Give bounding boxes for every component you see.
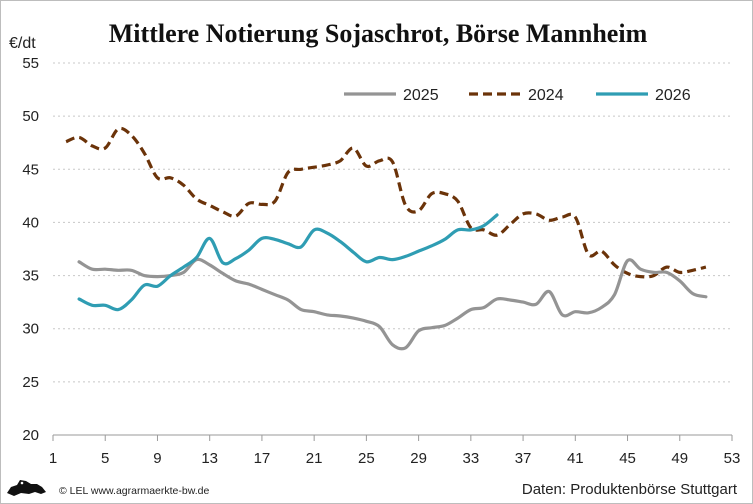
series-lines bbox=[65, 126, 708, 351]
x-tick-label: 1 bbox=[49, 450, 57, 467]
legend-item-2026: 2026 bbox=[596, 87, 691, 104]
x-tick-label: 17 bbox=[254, 450, 271, 467]
legend-label-2024: 2024 bbox=[528, 87, 564, 104]
y-tick-label: 20 bbox=[22, 427, 39, 444]
x-tick-label: 13 bbox=[201, 450, 218, 467]
y-tick-label: 55 bbox=[22, 55, 39, 72]
x-tick-label: 45 bbox=[619, 450, 636, 467]
series-line-2026 bbox=[77, 213, 499, 312]
x-tick-label: 49 bbox=[671, 450, 688, 467]
y-tick-label: 25 bbox=[22, 374, 39, 391]
lion-logo-icon bbox=[7, 480, 46, 496]
x-tick-label: 41 bbox=[567, 450, 584, 467]
y-tick-label: 45 bbox=[22, 161, 39, 178]
y-tick-labels: 20 25 30 35 40 45 50 55 bbox=[22, 55, 39, 444]
legend-item-2024: 2024 bbox=[469, 87, 564, 104]
footer-credit: © LEL www.agrarmaerkte-bw.de bbox=[59, 485, 209, 497]
x-tick-label: 37 bbox=[515, 450, 532, 467]
x-tick-label: 5 bbox=[101, 450, 109, 467]
x-tick-labels: 1 5 9 13 17 21 25 29 33 37 41 45 49 53 bbox=[49, 450, 741, 467]
legend-label-2025: 2025 bbox=[403, 87, 439, 104]
legend-item-2025: 2025 bbox=[344, 87, 439, 104]
lion-eye-icon bbox=[20, 481, 24, 485]
x-tick-label: 33 bbox=[463, 450, 480, 467]
series-line-2024 bbox=[65, 126, 707, 279]
gridlines bbox=[53, 62, 732, 383]
footer-source: Daten: Produktenbörse Stuttgart bbox=[522, 481, 738, 498]
y-axis-label: €/dt bbox=[9, 35, 36, 52]
series-line-2025 bbox=[77, 257, 708, 351]
y-tick-label: 30 bbox=[22, 321, 39, 338]
y-tick-label: 35 bbox=[22, 268, 39, 285]
legend-label-2026: 2026 bbox=[655, 87, 691, 104]
y-tick-label: 50 bbox=[22, 108, 39, 125]
x-tick-label: 9 bbox=[153, 450, 161, 467]
legend: 2025 2024 2026 bbox=[344, 87, 691, 104]
x-tick-label: 53 bbox=[724, 450, 741, 467]
axes bbox=[52, 434, 733, 441]
chart-title: Mittlere Notierung Sojaschrot, Börse Man… bbox=[109, 19, 648, 48]
x-tick-label: 21 bbox=[306, 450, 323, 467]
x-tick-label: 25 bbox=[358, 450, 375, 467]
state-logo bbox=[7, 480, 46, 496]
y-tick-label: 40 bbox=[22, 214, 39, 231]
x-tick-label: 29 bbox=[410, 450, 427, 467]
